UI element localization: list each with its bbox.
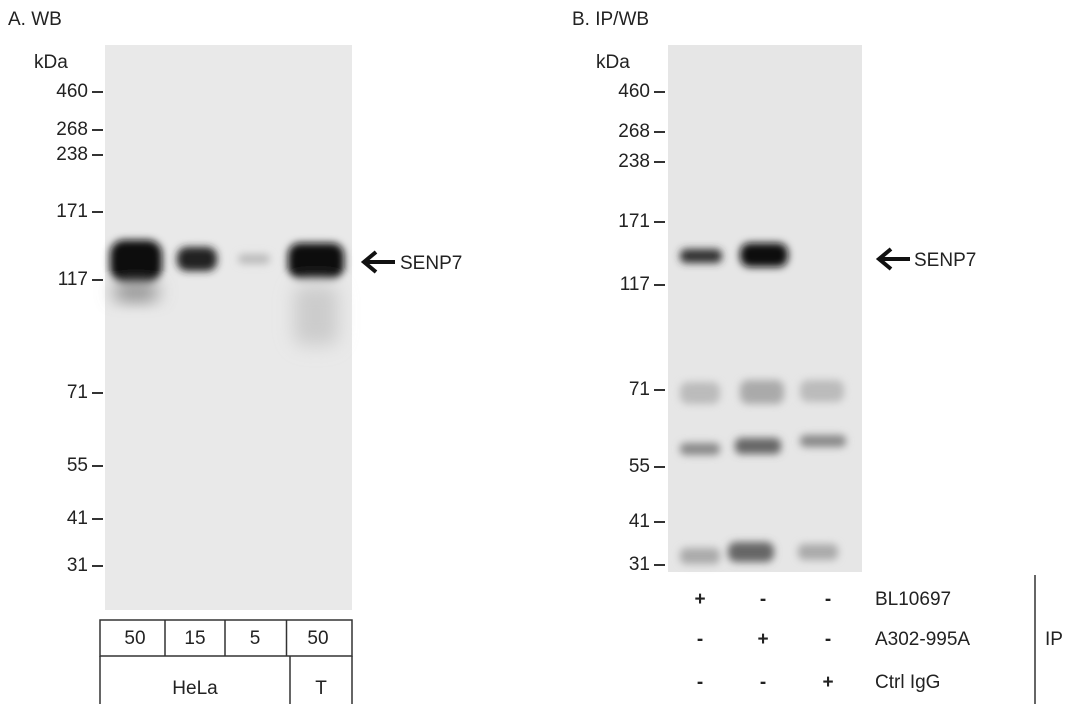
unit-label: kDa: [34, 52, 68, 73]
marker-label: 41: [67, 508, 88, 529]
group-label: HeLa: [172, 678, 218, 699]
sign: -: [697, 629, 703, 650]
marker-label: 460: [56, 81, 88, 102]
panel-label: B. IP/WB: [572, 9, 649, 30]
bands: [110, 240, 344, 345]
marker-label: 171: [56, 201, 88, 222]
sign: -: [825, 629, 831, 650]
marker-label: 55: [67, 455, 88, 476]
blot: [668, 45, 862, 572]
sign: -: [760, 672, 766, 693]
marker-label: 31: [629, 554, 650, 575]
marker-label: 55: [629, 456, 650, 477]
row-name: BL10697: [875, 589, 951, 610]
lane-load: 50: [307, 628, 328, 649]
sign: -: [760, 589, 766, 610]
sign: +: [822, 672, 833, 693]
marker-label: 71: [67, 382, 88, 403]
row-name: Ctrl IgG: [875, 672, 940, 693]
target-label: SENP7: [400, 253, 462, 274]
marker-label: 117: [620, 274, 650, 295]
marker-label: 117: [58, 269, 88, 290]
unit-label: kDa: [596, 52, 630, 73]
marker-label: 31: [67, 555, 88, 576]
bands: [680, 243, 846, 564]
target-label: SENP7: [914, 250, 976, 271]
row-name: A302-995A: [875, 629, 970, 650]
marker-label: 268: [618, 121, 650, 142]
marker-label: 171: [618, 211, 650, 232]
lane-load: 5: [250, 628, 261, 649]
lane-load: 50: [124, 628, 145, 649]
lane-load: 15: [184, 628, 205, 649]
sign: -: [825, 589, 831, 610]
sign: +: [694, 589, 705, 610]
marker-label: 268: [56, 119, 88, 140]
group-label: T: [315, 678, 327, 699]
sign: +: [757, 629, 768, 650]
marker-label: 238: [56, 144, 88, 165]
lane-table: [99, 619, 353, 657]
arrow: [360, 250, 395, 274]
marker-label: 460: [618, 81, 650, 102]
sign: -: [697, 672, 703, 693]
marker-label: 238: [618, 151, 650, 172]
marker-label: 71: [629, 379, 650, 400]
arrow: [875, 247, 910, 271]
marker-label: 41: [629, 511, 650, 532]
group-label: IP: [1045, 629, 1063, 650]
panel-label: A. WB: [8, 9, 62, 30]
